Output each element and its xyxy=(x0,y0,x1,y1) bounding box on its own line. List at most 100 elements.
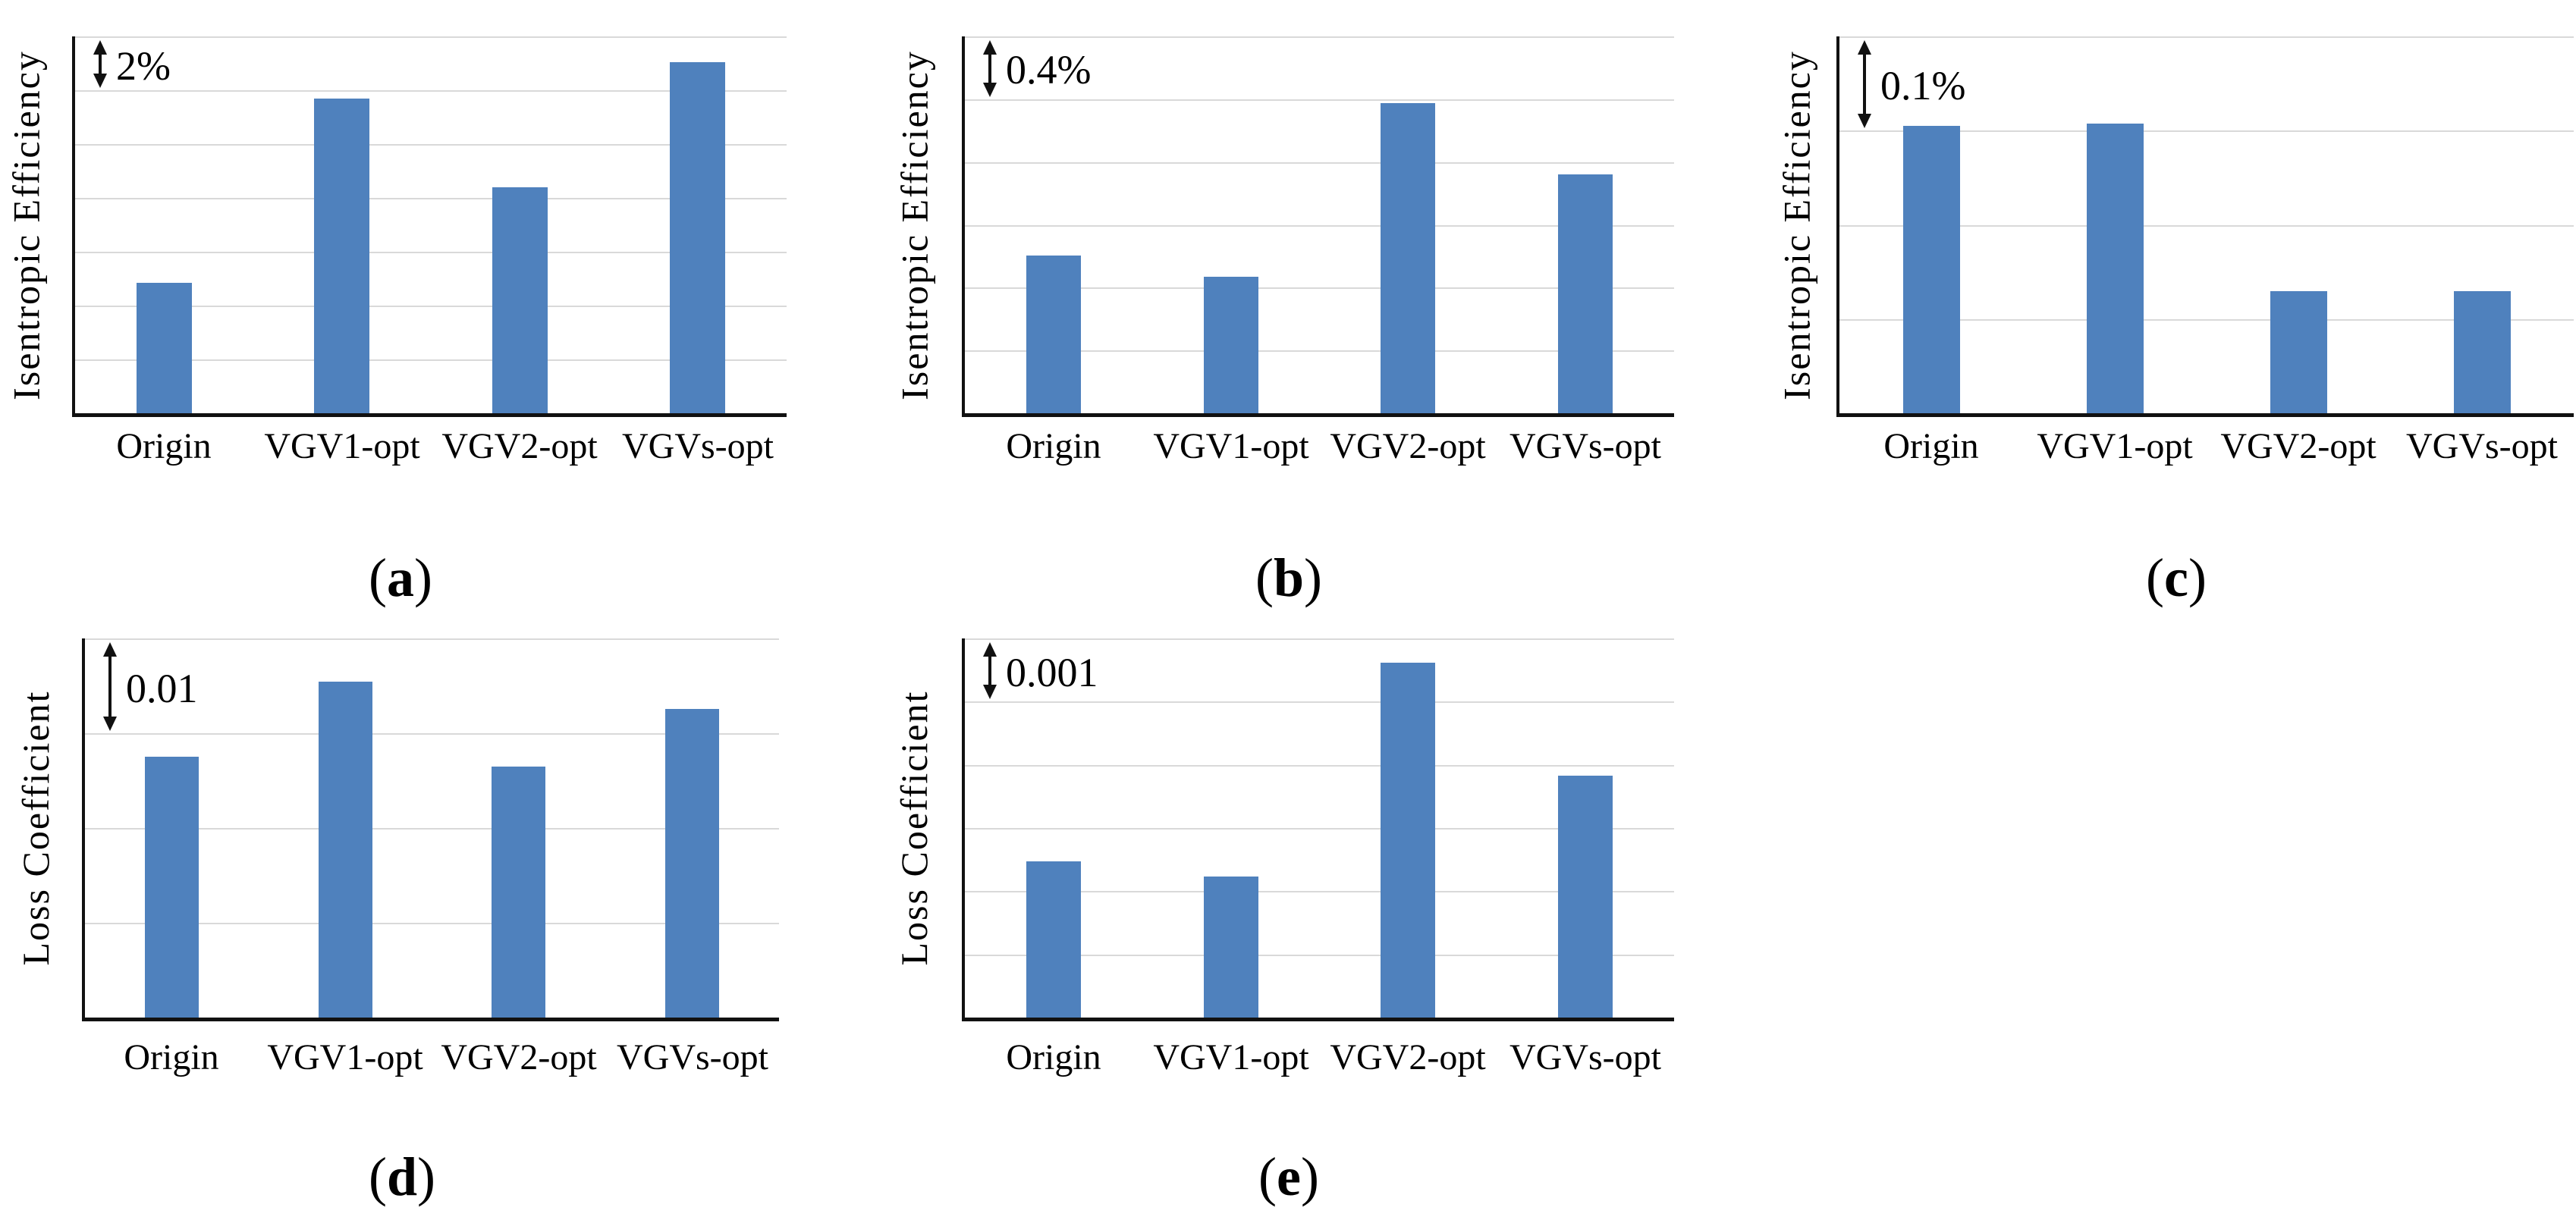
caption-paren-close: ) xyxy=(1300,1146,1319,1207)
y-axis-line xyxy=(82,638,85,1018)
bar-vgv2-opt xyxy=(2270,291,2327,413)
gridline xyxy=(75,306,787,307)
x-axis-line xyxy=(1836,413,2574,417)
caption-paren-close: ) xyxy=(414,547,432,608)
scale-double-arrow-icon xyxy=(93,40,107,88)
gridline xyxy=(85,923,779,924)
y-axis-title: Loss Coefficient xyxy=(893,690,935,966)
caption-paren-open: ( xyxy=(2146,547,2165,608)
gridline xyxy=(1839,319,2574,321)
scale-step-label: 0.001 xyxy=(1006,650,1098,695)
caption-paren-close: ) xyxy=(2188,547,2207,608)
y-axis-line xyxy=(962,36,965,413)
gridline xyxy=(965,701,1674,703)
y-axis-line xyxy=(1836,36,1839,413)
bar-vgv1-opt xyxy=(1204,277,1258,413)
x-axis-line xyxy=(962,1018,1674,1021)
x-axis-line xyxy=(72,413,787,417)
scale-double-arrow-icon xyxy=(1858,40,1871,128)
bar-vgvs-opt xyxy=(670,62,725,413)
gridline xyxy=(965,828,1674,830)
scale-step-label: 0.4% xyxy=(1006,47,1092,93)
bar-vgv2-opt xyxy=(492,187,548,413)
caption-paren-close: ) xyxy=(1304,547,1322,608)
y-axis-title: Isentropic Efficiency xyxy=(893,50,936,400)
scale-double-arrow-icon xyxy=(983,40,997,97)
caption-letter: b xyxy=(1273,547,1305,608)
gridline xyxy=(1839,36,2574,38)
caption-letter: d xyxy=(386,1146,418,1207)
scale-double-arrow-icon xyxy=(983,642,997,699)
x-category-label: Origin xyxy=(1006,426,1101,466)
gridline xyxy=(965,350,1674,352)
x-category-label: VGVs-opt xyxy=(1509,1037,1661,1077)
caption-letter: a xyxy=(387,547,414,608)
x-category-label: VGV2-opt xyxy=(2220,426,2377,466)
x-category-label: VGVs-opt xyxy=(617,1037,768,1077)
chart-caption: (e) xyxy=(1137,1144,1440,1209)
gridline xyxy=(85,828,779,830)
bar-vgvs-opt xyxy=(1558,776,1613,1018)
chart-caption: (a) xyxy=(249,545,552,610)
y-axis-line xyxy=(72,36,75,413)
x-category-label: VGV1-opt xyxy=(1153,1037,1309,1077)
gridline xyxy=(85,733,779,735)
bar-origin xyxy=(1026,861,1081,1018)
gridline xyxy=(1839,225,2574,227)
gridline xyxy=(75,198,787,199)
chart-caption: (d) xyxy=(250,1144,554,1209)
x-category-label: VGV1-opt xyxy=(1153,426,1309,466)
caption-letter: e xyxy=(1277,1146,1301,1207)
scale-step-label: 0.1% xyxy=(1880,63,1966,108)
bar-vgv2-opt xyxy=(1381,103,1435,413)
gridline xyxy=(75,90,787,92)
bar-origin xyxy=(1903,126,1960,413)
gridline xyxy=(965,891,1674,892)
caption-letter: c xyxy=(2164,547,2188,608)
gridline xyxy=(75,252,787,253)
bar-vgv1-opt xyxy=(314,99,369,413)
scale-double-arrow-icon xyxy=(103,642,117,731)
caption-paren-open: ( xyxy=(368,1146,387,1207)
gridline xyxy=(965,638,1674,640)
x-category-label: VGV2-opt xyxy=(441,426,598,466)
y-axis-title: Loss Coefficient xyxy=(14,690,57,966)
gridline xyxy=(965,99,1674,101)
x-category-label: Origin xyxy=(124,1037,219,1077)
chart-caption: (c) xyxy=(2025,545,2328,610)
gridline xyxy=(75,36,787,38)
x-category-label: VGVs-opt xyxy=(622,426,774,466)
x-category-label: Origin xyxy=(1883,426,1979,466)
x-category-label: VGV2-opt xyxy=(1330,426,1486,466)
chart-caption: (b) xyxy=(1137,545,1440,610)
gridline xyxy=(965,287,1674,289)
bar-origin xyxy=(137,283,192,413)
caption-paren-open: ( xyxy=(1255,547,1274,608)
gridline xyxy=(965,225,1674,227)
bar-vgv1-opt xyxy=(319,682,372,1018)
bar-vgv2-opt xyxy=(1381,663,1435,1018)
x-category-label: Origin xyxy=(1006,1037,1101,1077)
bar-vgv2-opt xyxy=(492,767,545,1018)
bar-vgv1-opt xyxy=(2087,124,2144,413)
x-category-label: VGV2-opt xyxy=(441,1037,597,1077)
gridline xyxy=(1839,130,2574,132)
gridline xyxy=(965,36,1674,38)
y-axis-line xyxy=(962,638,965,1018)
x-category-label: VGV1-opt xyxy=(267,1037,423,1077)
gridline xyxy=(75,359,787,361)
caption-paren-open: ( xyxy=(369,547,387,608)
y-axis-title: Isentropic Efficiency xyxy=(5,50,48,400)
bar-origin xyxy=(145,757,199,1018)
x-category-label: VGV1-opt xyxy=(2037,426,2193,466)
x-category-label: Origin xyxy=(116,426,212,466)
scale-step-label: 0.01 xyxy=(126,666,198,711)
bar-vgvs-opt xyxy=(665,709,719,1018)
x-category-label: VGVs-opt xyxy=(2406,426,2558,466)
x-category-label: VGVs-opt xyxy=(1509,426,1661,466)
caption-paren-open: ( xyxy=(1258,1146,1277,1207)
scale-step-label: 2% xyxy=(116,43,171,89)
bar-vgvs-opt xyxy=(2454,291,2511,413)
gridline xyxy=(965,162,1674,164)
